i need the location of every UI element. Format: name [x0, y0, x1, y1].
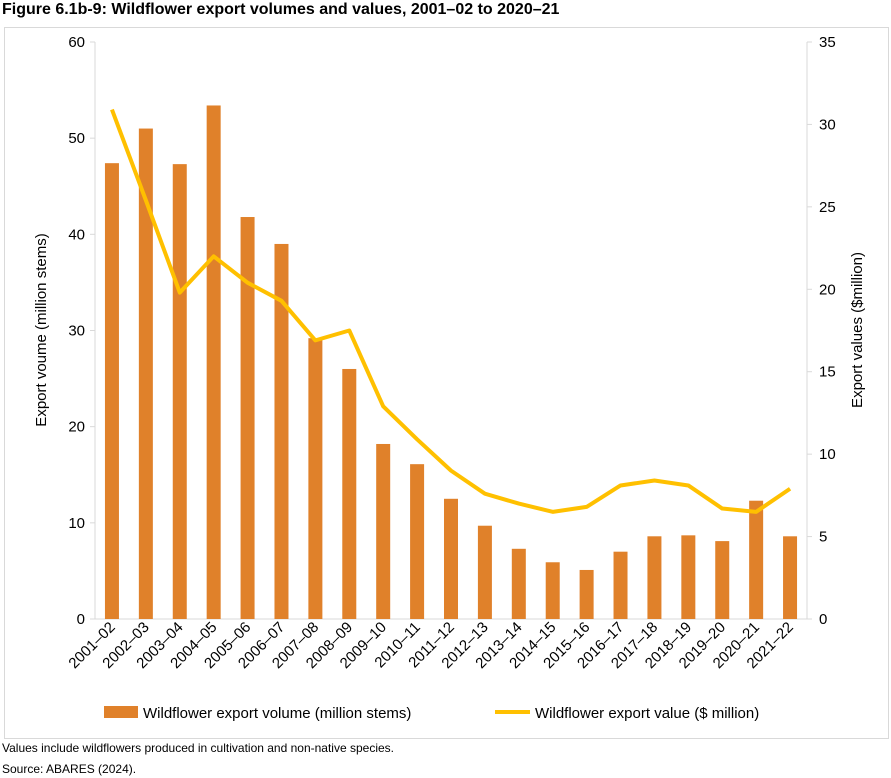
legend-label-volume: Wildflower export volume (million stems) — [143, 705, 411, 722]
volume-bar — [579, 569, 594, 619]
right-tick-label: 15 — [819, 364, 836, 381]
left-tick-label: 30 — [68, 323, 85, 340]
volume-bar — [138, 128, 153, 620]
volume-bar — [410, 464, 425, 619]
left-tick-label: 0 — [77, 611, 85, 628]
left-axis-title: Export voume (million stems) — [33, 233, 50, 426]
volume-bar — [342, 368, 357, 619]
footnote: Values include wildflowers produced in c… — [2, 741, 395, 755]
right-tick-label: 10 — [819, 446, 836, 463]
volume-bar — [308, 338, 323, 619]
volume-bar — [681, 535, 696, 619]
right-tick-label: 30 — [819, 116, 836, 133]
volume-bar — [444, 498, 458, 619]
source-note: Source: ABARES (2024). — [2, 762, 137, 776]
chart-frame — [4, 27, 889, 739]
volume-bar — [715, 541, 730, 619]
volume-bar — [477, 525, 492, 619]
legend-label-value: Wildflower export value ($ million) — [535, 705, 759, 722]
volume-bar — [206, 105, 221, 620]
volume-bar — [545, 562, 560, 619]
volume-bar — [104, 163, 119, 620]
right-tick-label: 0 — [819, 611, 827, 628]
volume-bar — [376, 443, 391, 619]
left-tick-label: 20 — [68, 419, 85, 436]
left-tick-label: 10 — [68, 515, 85, 532]
volume-bar — [613, 551, 628, 619]
volume-bar — [172, 164, 187, 620]
figure-title: Figure 6.1b-9: Wildflower export volumes… — [2, 1, 560, 18]
volume-bar — [274, 243, 289, 619]
volume-bar — [647, 536, 662, 619]
left-tick-label: 40 — [68, 226, 85, 243]
right-tick-label: 5 — [819, 529, 827, 546]
right-tick-label: 35 — [819, 34, 836, 51]
volume-bar — [783, 536, 798, 619]
left-tick-label: 60 — [68, 34, 85, 51]
volume-bar — [749, 500, 764, 619]
legend-swatch-volume — [104, 706, 138, 718]
volume-bar — [240, 217, 255, 620]
right-axis-title: Export values ($million) — [849, 252, 866, 408]
right-tick-label: 25 — [819, 199, 836, 216]
right-tick-label: 20 — [819, 281, 836, 298]
left-tick-label: 50 — [68, 130, 85, 147]
volume-bar — [511, 548, 526, 619]
